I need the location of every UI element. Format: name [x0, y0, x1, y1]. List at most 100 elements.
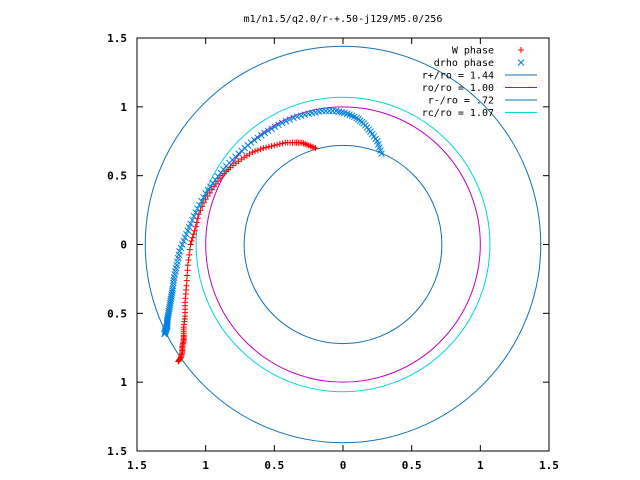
legend-label: ro/ro = 1.00	[422, 83, 494, 94]
data-point	[186, 251, 193, 258]
data-point	[181, 234, 189, 241]
data-point	[200, 193, 207, 201]
data-point	[297, 112, 305, 120]
y-tick-label: 0.5	[107, 170, 127, 183]
data-point	[254, 134, 262, 142]
data-point	[196, 201, 203, 209]
data-point	[178, 241, 186, 248]
data-point	[192, 209, 200, 216]
data-point	[187, 241, 194, 248]
legend-label: r+/ro = 1.44	[422, 71, 494, 82]
data-point	[183, 277, 190, 284]
data-point	[290, 114, 297, 122]
data-point	[206, 189, 213, 196]
data-point	[188, 216, 196, 224]
data-point	[184, 227, 192, 235]
data-point	[271, 123, 279, 131]
data-point	[185, 256, 192, 263]
data-point	[187, 220, 194, 228]
data-point	[264, 127, 272, 135]
axis-ticks: 1.5 1 0.5 0 0.5 1 1.51.510.500.511.5	[107, 32, 559, 472]
legend-label: rc/ro = 1.07	[422, 108, 494, 119]
data-point	[261, 129, 269, 137]
data-point	[209, 179, 217, 187]
data-point	[282, 117, 290, 125]
data-point	[199, 203, 206, 210]
circle-3	[195, 96, 491, 393]
x-tick-label: 1	[477, 459, 484, 472]
data-point	[268, 143, 275, 150]
data-point	[186, 246, 193, 253]
data-point	[286, 116, 294, 123]
legend-label: drho phase	[434, 58, 494, 69]
data-point	[265, 143, 272, 150]
data-point	[170, 276, 178, 284]
circle-1	[205, 106, 481, 383]
series-1	[161, 107, 385, 338]
data-series	[161, 107, 385, 365]
data-point	[276, 141, 283, 148]
chart-title: m1/n1.5/q2.0/r-+.50-j129/M5.0/256	[244, 14, 443, 25]
x-tick-label: 0.5	[264, 459, 284, 472]
data-point	[175, 358, 182, 365]
data-point	[271, 142, 278, 149]
x-tick-label: 1.5	[539, 459, 559, 472]
data-point	[207, 183, 214, 191]
data-point	[190, 212, 198, 220]
data-point	[170, 274, 178, 281]
x-tick-label: 1	[202, 459, 209, 472]
data-point	[191, 227, 198, 234]
legend-swatch	[518, 47, 524, 53]
data-point	[278, 119, 286, 127]
x-tick-label: 0	[340, 459, 347, 472]
data-point	[183, 230, 190, 238]
data-point	[251, 136, 258, 144]
data-point	[198, 197, 205, 205]
data-point	[293, 113, 301, 121]
data-point	[190, 231, 197, 238]
data-point	[184, 272, 191, 279]
data-point	[268, 125, 275, 133]
data-point	[322, 107, 330, 115]
data-point	[275, 121, 282, 129]
reference-circles	[144, 45, 542, 444]
data-point	[194, 205, 201, 213]
y-tick-label: 1	[120, 101, 127, 114]
data-point	[325, 107, 333, 115]
data-point	[257, 132, 265, 139]
data-point	[301, 111, 309, 119]
data-point	[254, 147, 261, 154]
legend-label: r-/ro = .72	[428, 96, 494, 107]
data-point	[189, 234, 196, 241]
data-point	[161, 330, 168, 338]
circle-0	[144, 45, 542, 444]
data-point	[305, 110, 313, 118]
x-tick-label: 0.5	[402, 459, 422, 472]
data-point	[279, 140, 286, 147]
x-tick-label: 1.5	[127, 459, 147, 472]
data-point	[263, 144, 270, 151]
legend-swatch	[517, 59, 525, 66]
data-point	[274, 141, 281, 148]
data-point	[175, 357, 182, 364]
data-point	[184, 267, 191, 274]
y-tick-label: 1.5	[107, 445, 127, 458]
data-point	[282, 139, 289, 146]
data-point	[184, 262, 191, 269]
data-point	[260, 145, 267, 152]
data-point	[252, 148, 259, 155]
y-tick-label: 1	[120, 376, 127, 389]
data-point	[204, 186, 212, 194]
data-point	[329, 107, 337, 115]
data-point	[177, 244, 185, 252]
legend-label: W phase	[452, 46, 494, 57]
y-tick-label: 0.5	[107, 307, 127, 320]
y-tick-label: 0	[120, 239, 127, 252]
data-point	[211, 176, 219, 184]
y-tick-label: 1.5	[107, 32, 127, 45]
data-point	[202, 190, 210, 197]
data-point	[185, 223, 193, 231]
data-point	[180, 237, 188, 245]
circle-2	[243, 144, 443, 345]
